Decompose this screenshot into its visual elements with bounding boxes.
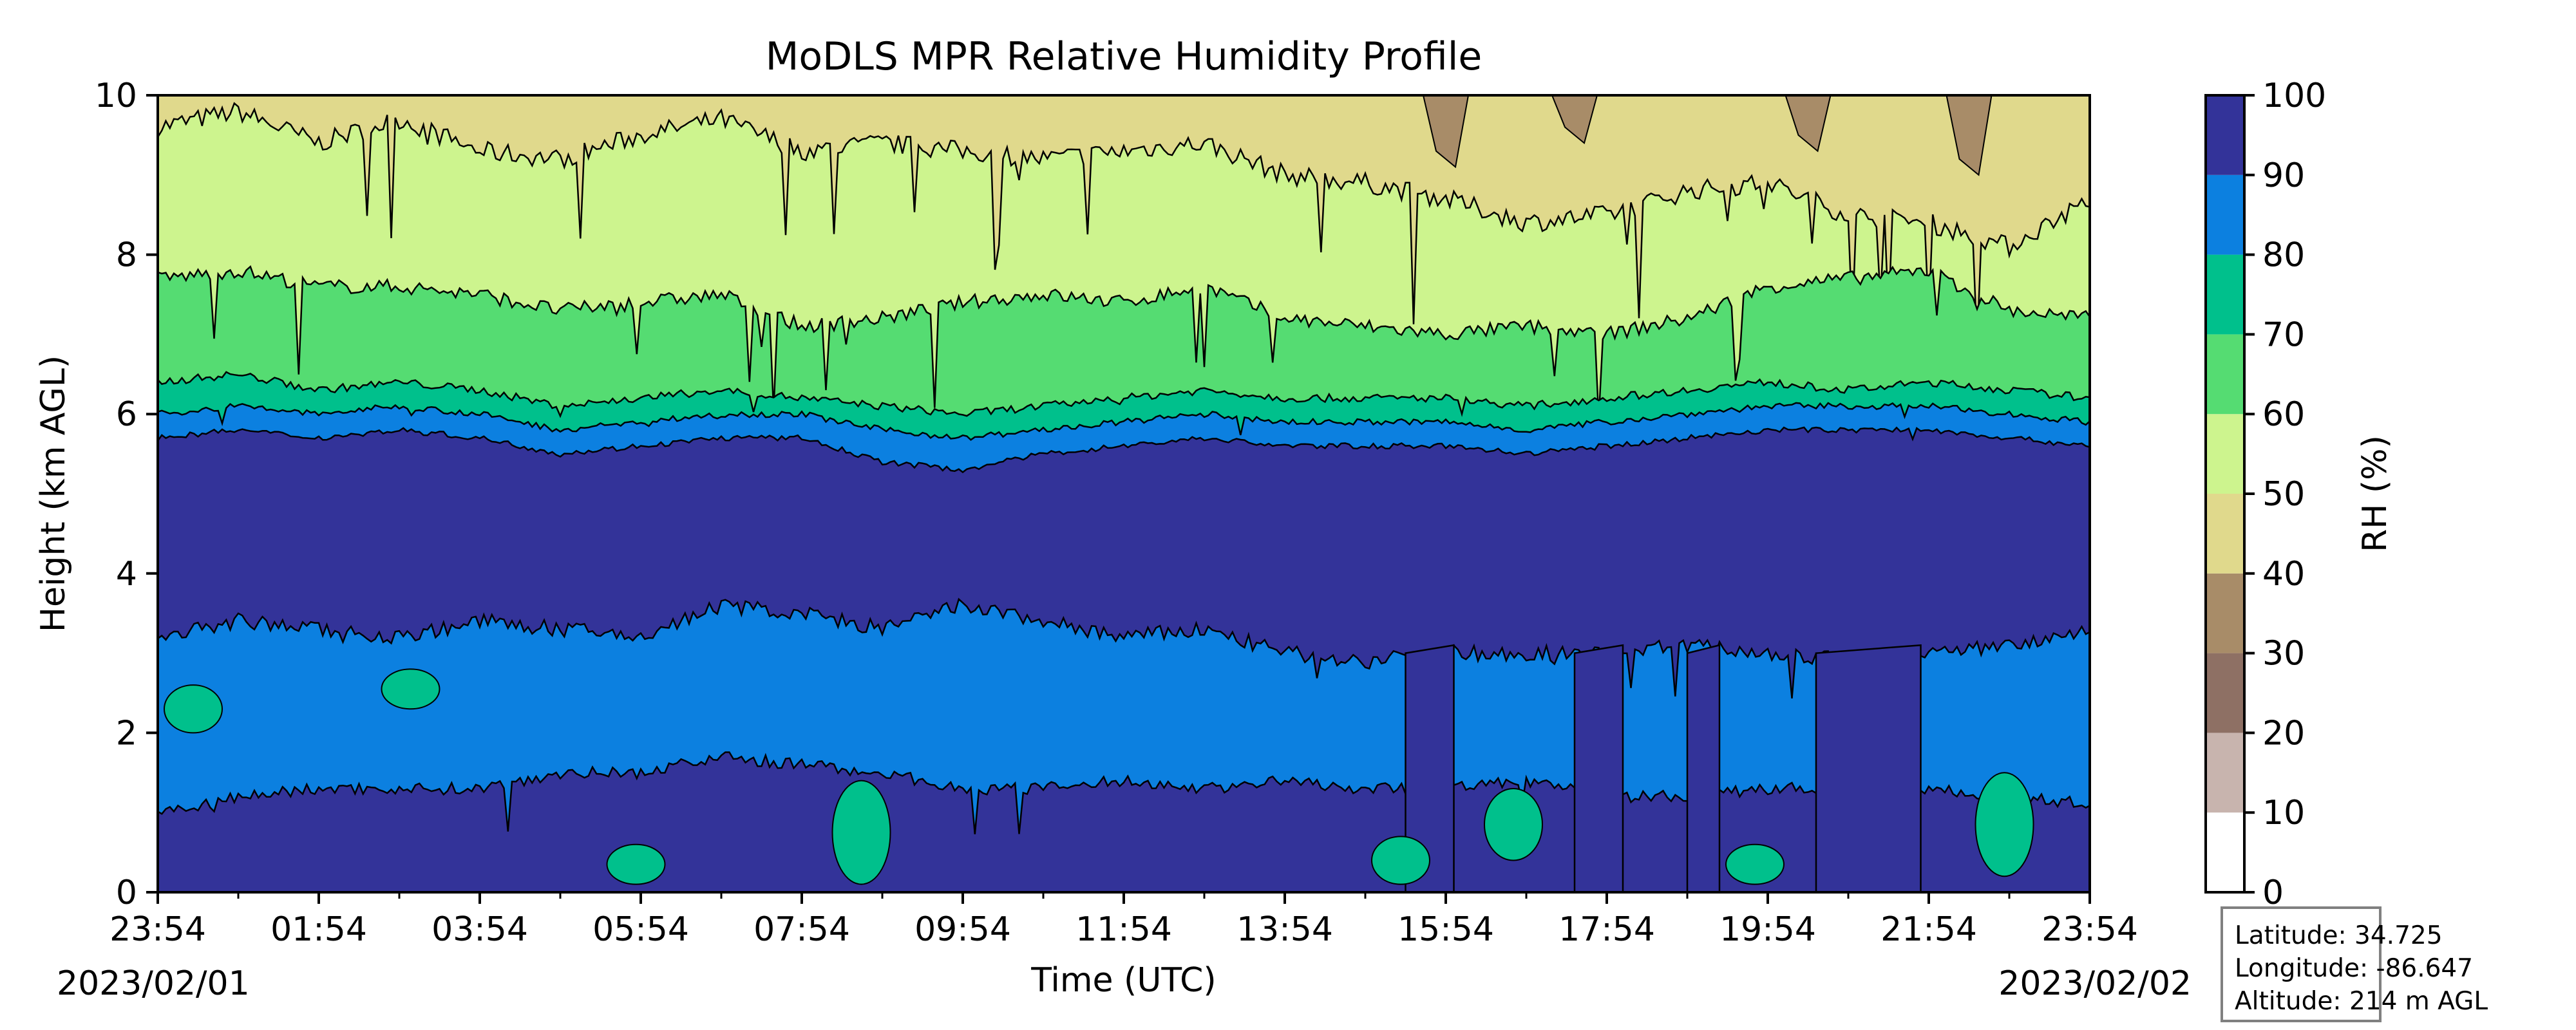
- colorbar-swatch: [2206, 812, 2244, 892]
- rh-dry-intrusion: [1422, 95, 1470, 169]
- colorbar-tick-label: 80: [2262, 236, 2305, 275]
- rh-patch-70-80: [1371, 836, 1430, 885]
- longitude-text: Longitude: -86.647: [2235, 954, 2474, 983]
- rh-saturated-column: [1573, 644, 1624, 892]
- end-date-label: 2023/02/02: [1998, 964, 2192, 1003]
- colorbar-tick-label: 0: [2262, 874, 2284, 912]
- x-tick-label: 19:54: [1719, 910, 1816, 949]
- x-tick-label: 17:54: [1558, 910, 1655, 949]
- x-tick-label: 01:54: [270, 910, 367, 949]
- y-tick-label: 2: [116, 714, 137, 753]
- rh-patch-70-80: [1484, 788, 1543, 861]
- y-axis-label: Height (km AGL): [34, 355, 73, 632]
- latitude-text: Latitude: 34.725: [2235, 921, 2443, 950]
- rh-patch-70-80: [1725, 843, 1785, 885]
- x-tick-label: 09:54: [914, 910, 1011, 949]
- y-tick-label: 10: [95, 77, 137, 115]
- x-tick-label: 05:54: [592, 910, 689, 949]
- x-axis-label: Time (UTC): [1030, 961, 1216, 1000]
- plot-area: [158, 95, 2090, 892]
- y-tick-label: 8: [116, 236, 137, 275]
- colorbar-swatch: [2206, 733, 2244, 813]
- colorbar-tick-label: 90: [2262, 156, 2305, 195]
- x-tick-label: 23:54: [2041, 910, 2138, 949]
- colorbar-tick-label: 100: [2262, 77, 2326, 115]
- colorbar-swatch: [2206, 414, 2244, 494]
- altitude-text: Altitude: 214 m AGL: [2235, 987, 2488, 1016]
- x-tick-label: 21:54: [1880, 910, 1977, 949]
- colorbar-tick-label: 10: [2262, 794, 2305, 832]
- rh-dry-intrusion: [1946, 95, 1993, 176]
- rh-patch-70-80: [606, 843, 666, 885]
- colorbar-swatch: [2206, 494, 2244, 574]
- station-info-box: Latitude: 34.725 Longitude: -86.647 Alti…: [2221, 906, 2488, 1022]
- x-tick-label: 03:54: [431, 910, 528, 949]
- y-tick-label: 4: [116, 555, 137, 594]
- colorbar-tick-label: 50: [2262, 475, 2305, 514]
- colorbar-swatch: [2206, 573, 2244, 653]
- rh-saturated-column: [1815, 644, 1922, 892]
- colorbar-swatch: [2206, 174, 2244, 255]
- rh-patch-70-80: [831, 780, 891, 885]
- start-date-label: 2023/02/01: [57, 964, 250, 1003]
- colorbar-label: RH (%): [2356, 435, 2394, 552]
- colorbar-swatch: [2206, 95, 2244, 175]
- y-tick-label: 6: [116, 395, 137, 434]
- chart-title: MoDLS MPR Relative Humidity Profile: [766, 34, 1482, 79]
- y-axis: 0 2 4 6 8 10: [95, 77, 158, 912]
- y-tick-label: 0: [116, 874, 137, 912]
- rh-dry-intrusion: [1785, 95, 1832, 153]
- rh-saturated-column: [1405, 644, 1455, 892]
- x-tick-label: 15:54: [1397, 910, 1494, 949]
- rh-patch-70-80: [164, 684, 223, 734]
- colorbar: 0 10 20 30 40 50 60 70 80 90 100: [2204, 77, 2326, 912]
- colorbar-swatch: [2206, 334, 2244, 415]
- colorbar-swatch: [2206, 254, 2244, 335]
- x-tick-label: 23:54: [109, 910, 206, 949]
- colorbar-tick-label: 60: [2262, 395, 2305, 434]
- colorbar-tick-label: 30: [2262, 635, 2305, 673]
- rh-patch-70-80: [1975, 772, 2034, 877]
- x-tick-label: 07:54: [753, 910, 850, 949]
- colorbar-swatch: [2206, 653, 2244, 733]
- colorbar-tick-label: 40: [2262, 555, 2305, 594]
- x-axis: 23:54 01:54 03:54 05:54 07:54 09:54 11:54 13:54…: [109, 892, 2138, 949]
- rh-patch-70-80: [381, 668, 440, 710]
- rh-saturated-column: [1686, 644, 1721, 892]
- rh-dry-intrusion: [1551, 95, 1598, 145]
- colorbar-tick-label: 20: [2262, 714, 2305, 753]
- x-tick-label: 11:54: [1075, 910, 1172, 949]
- colorbar-tick-label: 70: [2262, 315, 2305, 354]
- x-tick-label: 13:54: [1236, 910, 1333, 949]
